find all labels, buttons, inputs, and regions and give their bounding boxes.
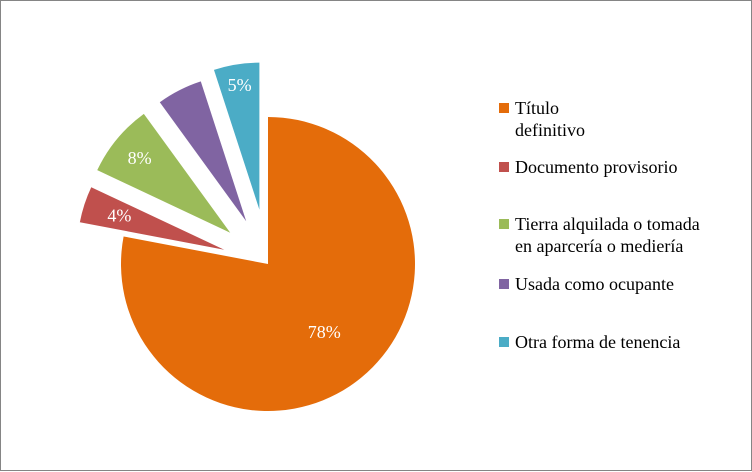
slice-titulo-definitivo [120, 117, 415, 412]
data-label: 78% [308, 322, 341, 342]
legend-swatch [499, 162, 509, 172]
legend-item-tierra-alquilada: Tierra alquilada o tomada en aparcería o… [499, 213, 749, 257]
legend-label: Documento provisorio [515, 157, 678, 177]
slice-usada-como-ocupante [159, 81, 247, 222]
data-label: 8% [128, 148, 152, 168]
legend-swatch [499, 219, 509, 229]
legend-label: Tierra alquilada o tomada en aparcería o… [515, 214, 700, 256]
legend-item-otra-forma: Otra forma de tenencia [499, 331, 749, 353]
slice-documento-provisorio [79, 187, 225, 250]
legend-item-documento-provisorio: Documento provisorio [499, 156, 749, 178]
legend-label: Usada como ocupante [515, 274, 674, 294]
legend-item-usada-como-ocupante: Usada como ocupante [499, 273, 749, 295]
slice-tierra-alquilada [97, 113, 231, 233]
slice-otra-forma-tenencia [213, 62, 260, 210]
legend-label: Otra forma de tenencia [515, 332, 681, 352]
data-label: 4% [107, 206, 131, 226]
legend-item-titulo-definitivo: Título definitivo [499, 97, 749, 141]
legend-label: Título definitivo [515, 98, 585, 140]
legend-swatch [499, 279, 509, 289]
legend-swatch [499, 103, 509, 113]
legend-swatch [499, 337, 509, 347]
data-label: 5% [228, 75, 252, 95]
